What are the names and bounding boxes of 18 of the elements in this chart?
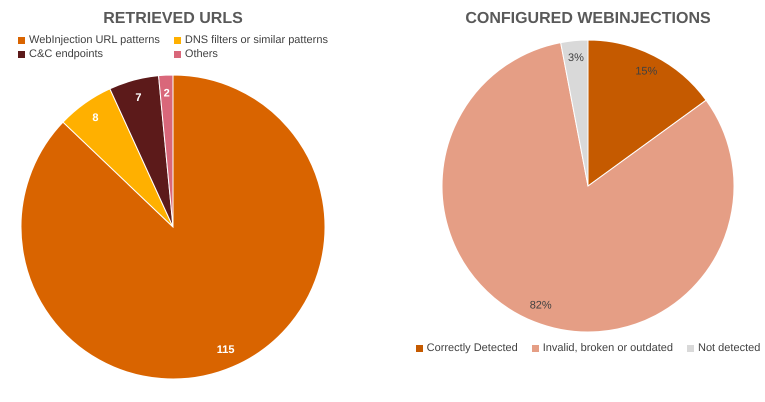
legend-label: Others [184, 48, 218, 60]
legend-label: DNS filters or similar patterns [184, 34, 328, 46]
pie-slice [20, 74, 326, 380]
data-label: 2 [164, 87, 170, 100]
pie-slice [442, 42, 734, 332]
legend-label: Not detected [698, 342, 760, 354]
data-label: 115 [216, 344, 235, 356]
legend-label: Invalid, broken or outdated [542, 342, 673, 354]
chart-title: RETRIEVED URLS [103, 10, 243, 28]
legend-label: Correctly Detected [426, 342, 518, 354]
data-label: 82% [530, 299, 552, 312]
data-label: 7 [135, 92, 142, 104]
legend-label: WebInjection URL patterns [29, 34, 160, 46]
data-label: 8 [92, 112, 98, 124]
data-label: 3% [568, 52, 584, 64]
chart-title: CONFIGURED WEBINJECTIONS [465, 10, 711, 28]
data-label: 15% [635, 66, 658, 78]
legend-label: C&C endpoints [29, 48, 104, 60]
